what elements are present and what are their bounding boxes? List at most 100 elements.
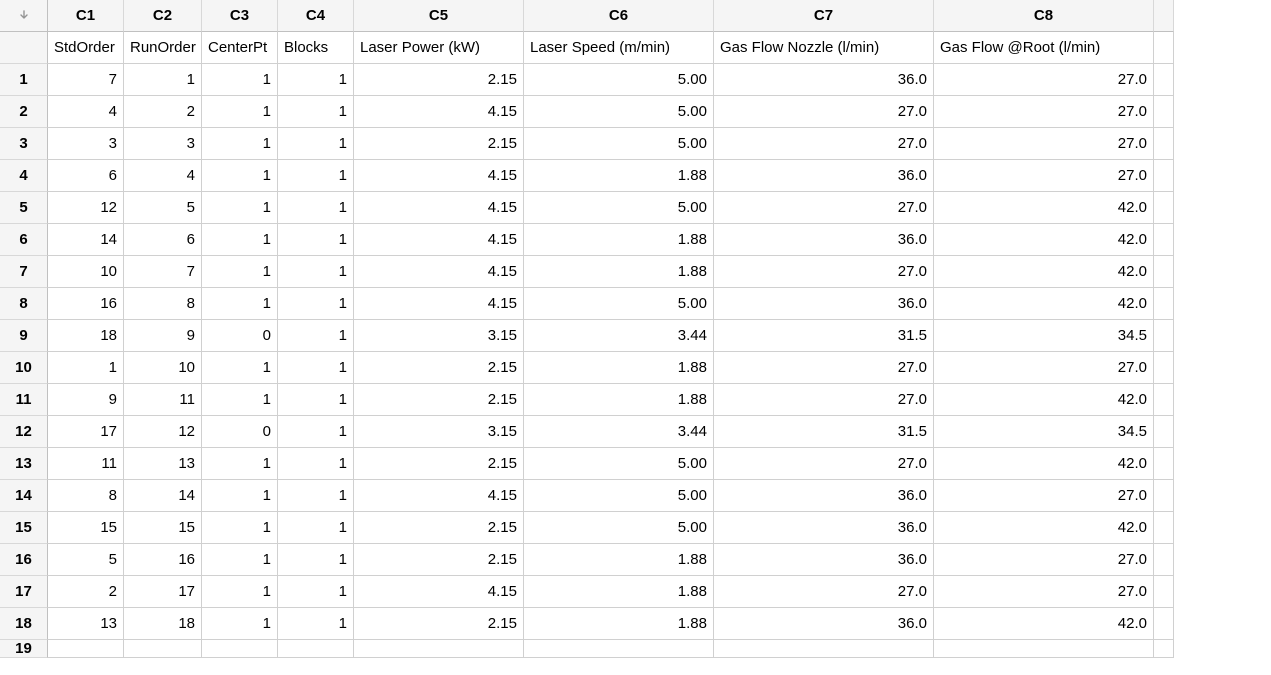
cell-extra-r6[interactable] xyxy=(1154,224,1174,256)
cell-extra-r19[interactable] xyxy=(1154,640,1174,658)
cell-r10-c5[interactable]: 2.15 xyxy=(354,352,524,384)
row-header-19[interactable]: 19 xyxy=(0,640,48,658)
cell-r19-c3[interactable] xyxy=(202,640,278,658)
cell-r12-c6[interactable]: 3.44 xyxy=(524,416,714,448)
cell-r1-c2[interactable]: 1 xyxy=(124,64,202,96)
cell-r19-c2[interactable] xyxy=(124,640,202,658)
cell-r8-c4[interactable]: 1 xyxy=(278,288,354,320)
column-name-c1[interactable]: StdOrder xyxy=(48,32,124,64)
worksheet-grid[interactable]: C1C2C3C4C5C6C7C8StdOrderRunOrderCenterPt… xyxy=(0,0,1271,658)
cell-r12-c7[interactable]: 31.5 xyxy=(714,416,934,448)
cell-extra-r10[interactable] xyxy=(1154,352,1174,384)
column-name-c4[interactable]: Blocks xyxy=(278,32,354,64)
cell-r15-c7[interactable]: 36.0 xyxy=(714,512,934,544)
cell-r13-c8[interactable]: 42.0 xyxy=(934,448,1154,480)
cell-r14-c3[interactable]: 1 xyxy=(202,480,278,512)
cell-r16-c7[interactable]: 36.0 xyxy=(714,544,934,576)
cell-r5-c1[interactable]: 12 xyxy=(48,192,124,224)
row-header-18[interactable]: 18 xyxy=(0,608,48,640)
cell-r16-c1[interactable]: 5 xyxy=(48,544,124,576)
cell-r3-c4[interactable]: 1 xyxy=(278,128,354,160)
cell-r18-c2[interactable]: 18 xyxy=(124,608,202,640)
cell-r16-c2[interactable]: 16 xyxy=(124,544,202,576)
cell-r13-c1[interactable]: 11 xyxy=(48,448,124,480)
cell-r15-c6[interactable]: 5.00 xyxy=(524,512,714,544)
cell-r13-c6[interactable]: 5.00 xyxy=(524,448,714,480)
column-header-c2[interactable]: C2 xyxy=(124,0,202,32)
cell-r17-c3[interactable]: 1 xyxy=(202,576,278,608)
cell-r2-c1[interactable]: 4 xyxy=(48,96,124,128)
cell-r6-c3[interactable]: 1 xyxy=(202,224,278,256)
cell-r11-c4[interactable]: 1 xyxy=(278,384,354,416)
row-header-15[interactable]: 15 xyxy=(0,512,48,544)
cell-r3-c3[interactable]: 1 xyxy=(202,128,278,160)
row-header-names[interactable] xyxy=(0,32,48,64)
cell-r15-c8[interactable]: 42.0 xyxy=(934,512,1154,544)
cell-r10-c6[interactable]: 1.88 xyxy=(524,352,714,384)
cell-r6-c2[interactable]: 6 xyxy=(124,224,202,256)
cell-r7-c8[interactable]: 42.0 xyxy=(934,256,1154,288)
row-header-14[interactable]: 14 xyxy=(0,480,48,512)
cell-extra-r4[interactable] xyxy=(1154,160,1174,192)
cell-r11-c1[interactable]: 9 xyxy=(48,384,124,416)
select-all-corner[interactable] xyxy=(0,0,48,32)
cell-r16-c4[interactable]: 1 xyxy=(278,544,354,576)
cell-r15-c5[interactable]: 2.15 xyxy=(354,512,524,544)
cell-r8-c1[interactable]: 16 xyxy=(48,288,124,320)
column-header-c3[interactable]: C3 xyxy=(202,0,278,32)
row-header-2[interactable]: 2 xyxy=(0,96,48,128)
row-header-12[interactable]: 12 xyxy=(0,416,48,448)
cell-r4-c6[interactable]: 1.88 xyxy=(524,160,714,192)
row-header-4[interactable]: 4 xyxy=(0,160,48,192)
cell-r1-c5[interactable]: 2.15 xyxy=(354,64,524,96)
cell-r18-c8[interactable]: 42.0 xyxy=(934,608,1154,640)
cell-r10-c3[interactable]: 1 xyxy=(202,352,278,384)
cell-r15-c3[interactable]: 1 xyxy=(202,512,278,544)
column-header-c8[interactable]: C8 xyxy=(934,0,1154,32)
cell-r16-c8[interactable]: 27.0 xyxy=(934,544,1154,576)
cell-r6-c6[interactable]: 1.88 xyxy=(524,224,714,256)
cell-r5-c4[interactable]: 1 xyxy=(278,192,354,224)
row-header-1[interactable]: 1 xyxy=(0,64,48,96)
row-header-6[interactable]: 6 xyxy=(0,224,48,256)
cell-r2-c4[interactable]: 1 xyxy=(278,96,354,128)
row-header-13[interactable]: 13 xyxy=(0,448,48,480)
cell-r5-c3[interactable]: 1 xyxy=(202,192,278,224)
cell-r6-c5[interactable]: 4.15 xyxy=(354,224,524,256)
cell-r6-c4[interactable]: 1 xyxy=(278,224,354,256)
cell-r2-c3[interactable]: 1 xyxy=(202,96,278,128)
cell-r4-c5[interactable]: 4.15 xyxy=(354,160,524,192)
cell-r16-c6[interactable]: 1.88 xyxy=(524,544,714,576)
cell-r19-c6[interactable] xyxy=(524,640,714,658)
cell-r1-c4[interactable]: 1 xyxy=(278,64,354,96)
cell-r12-c5[interactable]: 3.15 xyxy=(354,416,524,448)
cell-r14-c6[interactable]: 5.00 xyxy=(524,480,714,512)
cell-r9-c1[interactable]: 18 xyxy=(48,320,124,352)
cell-r18-c4[interactable]: 1 xyxy=(278,608,354,640)
cell-r6-c1[interactable]: 14 xyxy=(48,224,124,256)
cell-r6-c7[interactable]: 36.0 xyxy=(714,224,934,256)
column-header-c6[interactable]: C6 xyxy=(524,0,714,32)
cell-r9-c8[interactable]: 34.5 xyxy=(934,320,1154,352)
column-name-c5[interactable]: Laser Power (kW) xyxy=(354,32,524,64)
cell-r18-c5[interactable]: 2.15 xyxy=(354,608,524,640)
cell-r17-c2[interactable]: 17 xyxy=(124,576,202,608)
cell-r3-c7[interactable]: 27.0 xyxy=(714,128,934,160)
cell-r14-c5[interactable]: 4.15 xyxy=(354,480,524,512)
row-header-9[interactable]: 9 xyxy=(0,320,48,352)
cell-extra-r1[interactable] xyxy=(1154,64,1174,96)
cell-r3-c5[interactable]: 2.15 xyxy=(354,128,524,160)
cell-r7-c2[interactable]: 7 xyxy=(124,256,202,288)
cell-r15-c1[interactable]: 15 xyxy=(48,512,124,544)
cell-extra-r15[interactable] xyxy=(1154,512,1174,544)
cell-r2-c7[interactable]: 27.0 xyxy=(714,96,934,128)
cell-r5-c6[interactable]: 5.00 xyxy=(524,192,714,224)
cell-r4-c8[interactable]: 27.0 xyxy=(934,160,1154,192)
cell-r8-c2[interactable]: 8 xyxy=(124,288,202,320)
cell-r11-c7[interactable]: 27.0 xyxy=(714,384,934,416)
cell-r19-c1[interactable] xyxy=(48,640,124,658)
cell-r14-c4[interactable]: 1 xyxy=(278,480,354,512)
cell-r9-c6[interactable]: 3.44 xyxy=(524,320,714,352)
cell-r12-c3[interactable]: 0 xyxy=(202,416,278,448)
cell-r18-c3[interactable]: 1 xyxy=(202,608,278,640)
